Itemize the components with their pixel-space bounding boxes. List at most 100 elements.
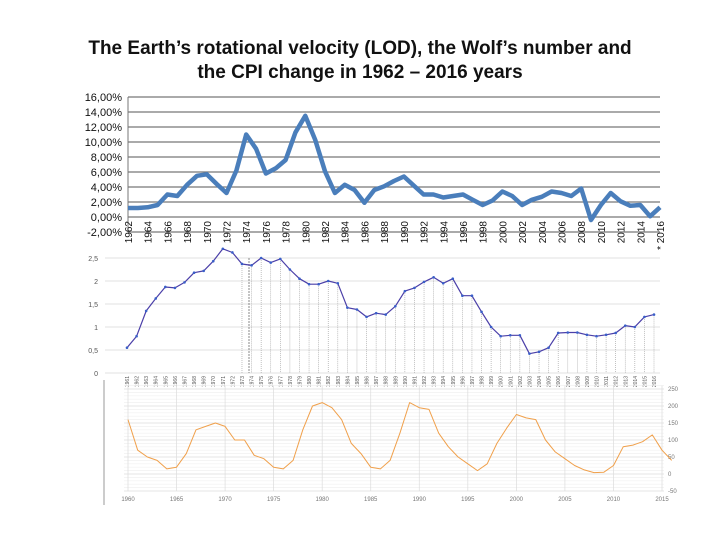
y-tick-label: 16,00% — [85, 92, 123, 104]
wolf-number-line — [127, 402, 673, 474]
x-tick-label: 1990 — [413, 497, 427, 503]
lod-point — [413, 286, 416, 290]
lod-point — [441, 282, 445, 285]
x-tick-label: 2015 — [655, 497, 669, 503]
lod-point — [250, 264, 253, 267]
x-tick-label: 1983 — [336, 376, 342, 387]
x-tick-label: 2015 — [642, 376, 648, 387]
x-tick-label: * 2016 — [656, 221, 667, 250]
lod-point — [461, 294, 464, 298]
lod-point — [202, 269, 205, 273]
x-tick-label: 1994 — [439, 221, 450, 244]
y-tick-label: 1,5 — [88, 302, 98, 309]
x-tick-label: 1992 — [422, 376, 428, 387]
x-tick-label: 1977 — [278, 376, 284, 387]
lod-point — [269, 261, 273, 264]
x-tick-label: 1972 — [223, 221, 234, 244]
y-tick-label: -2,00% — [87, 227, 122, 239]
lod-point — [288, 268, 292, 271]
x-tick-label: 1986 — [360, 221, 371, 244]
x-tick-label: 1987 — [374, 376, 380, 387]
x-tick-label: 1974 — [250, 376, 256, 387]
x-tick-label: 1994 — [441, 376, 447, 387]
x-tick-label: 2004 — [537, 376, 543, 387]
x-tick-label: 1978 — [282, 221, 293, 244]
lod-point — [556, 331, 560, 335]
lod-point — [307, 282, 311, 286]
x-tick-label: 1999 — [489, 376, 495, 387]
lod-point — [537, 350, 541, 354]
x-tick-label: 1989 — [393, 376, 399, 387]
x-tick-label: 1965 — [163, 376, 169, 387]
lod-point — [154, 297, 158, 300]
lod-point — [547, 346, 550, 350]
x-tick-label: 1979 — [297, 376, 303, 387]
x-tick-label: 1975 — [259, 376, 265, 387]
y-tick-label: 250 — [668, 387, 679, 393]
x-tick-label: 1998 — [480, 376, 486, 387]
lod-point — [432, 276, 435, 279]
x-tick-label: 1980 — [301, 221, 312, 244]
y-tick-label: 12,00% — [85, 122, 123, 134]
y-tick-label: 2,5 — [88, 256, 98, 263]
cpi-line — [128, 113, 662, 223]
lod-point — [231, 251, 234, 254]
lod-point — [125, 346, 129, 350]
lod-point — [355, 308, 359, 311]
x-tick-label: 1961 — [125, 376, 131, 387]
x-tick-label: 2014 — [636, 221, 647, 244]
x-tick-label: 1972 — [230, 376, 236, 387]
lod-point — [566, 331, 570, 334]
x-tick-label: 2002 — [518, 376, 524, 387]
x-tick-label: 2006 — [557, 221, 568, 244]
x-tick-label: 1974 — [242, 221, 253, 244]
x-tick-label: 1966 — [173, 376, 179, 387]
y-tick-label: 2,00% — [91, 197, 122, 209]
x-tick-label: 2014 — [633, 376, 639, 387]
y-tick-label: 6,00% — [91, 167, 122, 179]
x-tick-label: 1960 — [121, 497, 135, 503]
x-tick-label: 1976 — [269, 376, 275, 387]
y-tick-label: 0 — [668, 472, 672, 478]
x-tick-label: 1970 — [218, 497, 232, 503]
lod-point — [403, 289, 407, 293]
x-tick-label: 1965 — [170, 497, 184, 503]
x-tick-label: 1968 — [183, 221, 194, 244]
y-tick-label: 8,00% — [91, 152, 122, 164]
y-tick-label: 2 — [94, 279, 98, 286]
y-tick-label: -50 — [668, 489, 677, 495]
x-tick-label: 1992 — [420, 221, 431, 244]
x-tick-label: 2004 — [538, 221, 549, 244]
x-tick-label: 2012 — [614, 376, 620, 387]
x-tick-label: 1988 — [384, 376, 390, 387]
y-tick-label: 0,5 — [88, 348, 98, 355]
title-line-2: the CPI change in 1962 – 2016 years — [197, 62, 523, 83]
y-tick-label: 200 — [668, 404, 679, 410]
lod-point — [183, 281, 186, 284]
x-tick-label: 1964 — [144, 221, 155, 244]
lod-point — [393, 305, 397, 308]
x-tick-label: 1995 — [451, 376, 457, 387]
lod-point — [365, 315, 368, 319]
x-tick-label: 2011 — [604, 376, 610, 387]
x-tick-label: 2003 — [527, 376, 533, 387]
x-tick-label: 1970 — [211, 376, 217, 387]
x-tick-label: 1978 — [288, 376, 294, 387]
x-tick-label: 2002 — [518, 221, 529, 244]
x-tick-label: 1990 — [403, 376, 409, 387]
lod-line — [126, 248, 655, 355]
x-tick-label: 2005 — [558, 497, 572, 503]
lod-point — [614, 331, 617, 335]
lod-point — [211, 259, 215, 263]
x-tick-label: 2013 — [623, 376, 629, 387]
y-tick-label: 14,00% — [85, 107, 123, 119]
lod-point — [576, 331, 579, 334]
x-tick-label: 1969 — [202, 376, 208, 387]
x-tick-label: 1963 — [144, 376, 150, 387]
x-tick-label: 1966 — [163, 221, 174, 244]
lod-point — [336, 282, 340, 285]
x-tick-label: 1990 — [400, 221, 411, 244]
lod-point — [422, 280, 426, 284]
y-tick-label: 100 — [668, 438, 679, 444]
x-tick-label: 2000 — [499, 376, 505, 387]
